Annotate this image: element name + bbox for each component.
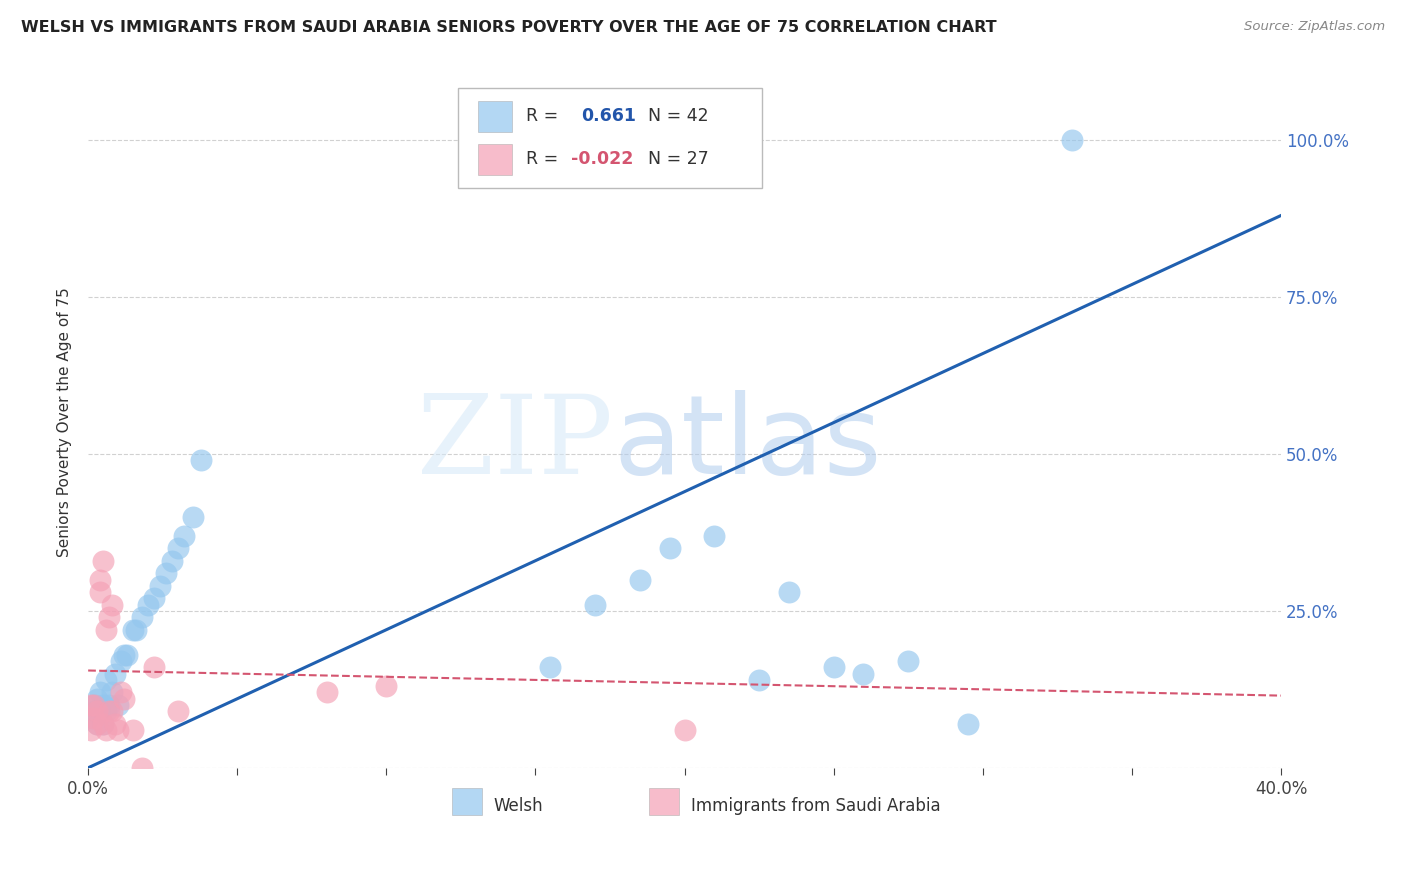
Point xyxy=(107,723,129,738)
Point xyxy=(94,723,117,738)
Point xyxy=(104,716,127,731)
Point xyxy=(94,704,117,718)
Point xyxy=(173,528,195,542)
Point xyxy=(107,698,129,712)
Point xyxy=(89,573,111,587)
Point xyxy=(673,723,696,738)
FancyBboxPatch shape xyxy=(478,101,512,132)
Point xyxy=(155,566,177,581)
Point xyxy=(101,685,124,699)
Point xyxy=(91,554,114,568)
Point xyxy=(86,716,108,731)
Text: WELSH VS IMMIGRANTS FROM SAUDI ARABIA SENIORS POVERTY OVER THE AGE OF 75 CORRELA: WELSH VS IMMIGRANTS FROM SAUDI ARABIA SE… xyxy=(21,20,997,35)
Point xyxy=(89,685,111,699)
Text: 0.661: 0.661 xyxy=(581,107,636,126)
Point xyxy=(131,761,153,775)
Point xyxy=(80,710,103,724)
Point xyxy=(110,654,132,668)
Text: ZIP: ZIP xyxy=(418,390,613,497)
Point xyxy=(91,716,114,731)
Point xyxy=(315,685,337,699)
Point xyxy=(98,698,121,712)
Point xyxy=(98,704,121,718)
Text: -0.022: -0.022 xyxy=(571,150,634,169)
Point xyxy=(86,691,108,706)
Point xyxy=(112,648,135,662)
Point xyxy=(149,579,172,593)
Point xyxy=(956,716,979,731)
Text: Welsh: Welsh xyxy=(494,797,543,814)
Point xyxy=(131,610,153,624)
Point xyxy=(80,698,103,712)
Point xyxy=(89,704,111,718)
Point xyxy=(122,723,145,738)
FancyBboxPatch shape xyxy=(648,789,679,814)
Point xyxy=(101,704,124,718)
Point xyxy=(852,666,875,681)
Point xyxy=(115,648,138,662)
Text: atlas: atlas xyxy=(613,390,882,497)
Point xyxy=(110,685,132,699)
Point xyxy=(125,623,148,637)
Point xyxy=(703,528,725,542)
Point xyxy=(160,554,183,568)
Point xyxy=(80,723,103,738)
Point xyxy=(104,666,127,681)
Point xyxy=(83,710,105,724)
Point xyxy=(778,585,800,599)
Text: R =: R = xyxy=(526,150,564,169)
Text: Immigrants from Saudi Arabia: Immigrants from Saudi Arabia xyxy=(690,797,941,814)
Point xyxy=(897,654,920,668)
Point xyxy=(83,698,105,712)
Point xyxy=(748,673,770,687)
Point xyxy=(86,716,108,731)
Point xyxy=(628,573,651,587)
FancyBboxPatch shape xyxy=(458,87,762,188)
Text: Source: ZipAtlas.com: Source: ZipAtlas.com xyxy=(1244,20,1385,33)
Point xyxy=(98,610,121,624)
Point xyxy=(823,660,845,674)
Point xyxy=(86,704,108,718)
Point xyxy=(658,541,681,555)
Point xyxy=(91,716,114,731)
Point xyxy=(101,598,124,612)
Point xyxy=(112,691,135,706)
Text: N = 27: N = 27 xyxy=(637,150,709,169)
Point xyxy=(583,598,606,612)
FancyBboxPatch shape xyxy=(478,144,512,175)
Point xyxy=(1062,133,1084,147)
Text: N = 42: N = 42 xyxy=(637,107,709,126)
Text: R =: R = xyxy=(526,107,569,126)
Point xyxy=(375,679,398,693)
Point xyxy=(136,598,159,612)
Point xyxy=(91,698,114,712)
Point xyxy=(166,704,188,718)
Point xyxy=(190,453,212,467)
FancyBboxPatch shape xyxy=(451,789,482,814)
Point xyxy=(181,509,204,524)
Point xyxy=(142,591,165,606)
Point xyxy=(83,698,105,712)
Y-axis label: Seniors Poverty Over the Age of 75: Seniors Poverty Over the Age of 75 xyxy=(58,288,72,558)
Point xyxy=(122,623,145,637)
Point xyxy=(166,541,188,555)
Point xyxy=(142,660,165,674)
Point xyxy=(83,704,105,718)
Point xyxy=(94,623,117,637)
Point xyxy=(538,660,561,674)
Point xyxy=(89,585,111,599)
Point xyxy=(94,673,117,687)
